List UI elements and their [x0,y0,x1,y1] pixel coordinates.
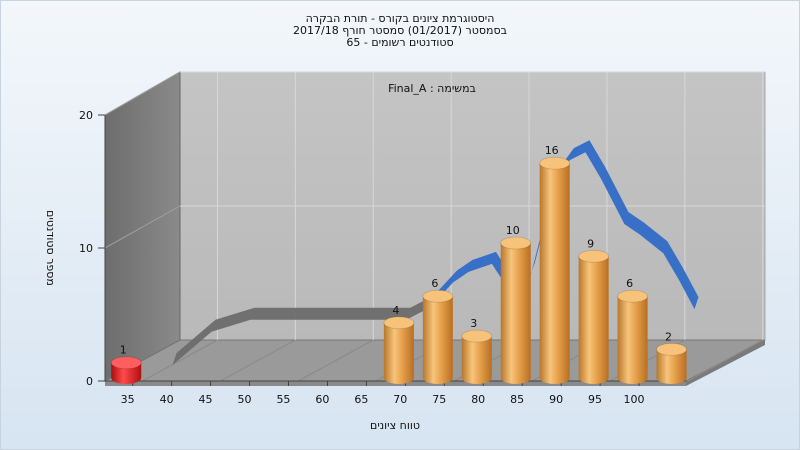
x-tick-label: 60 [315,393,329,406]
x-tick-label: 55 [276,393,290,406]
bar-top [578,249,610,263]
floor-depth-line [687,339,763,382]
y-tick-label: 20 [79,109,93,122]
x-tick-label: 90 [549,393,563,406]
bar-body [383,322,414,384]
bar [578,249,610,384]
left-wall-gridline [104,205,181,249]
x-tick-label: 65 [354,393,368,406]
bar-value-label: 1 [120,344,127,357]
bar-top [461,329,493,343]
x-tick-label: 40 [160,393,174,406]
bar-top [539,156,571,170]
right-edge [686,340,765,386]
bar-body [422,296,453,384]
floor-depth-line [298,339,374,382]
chart-title-line-1: היסטוגרמת ציונים בקורס - תורת הבקרה [305,12,495,25]
bar [461,329,493,384]
bar-top [500,236,532,250]
x-tick-label: 85 [510,393,524,406]
floor-depth-line [220,339,296,382]
bar [617,289,648,384]
bar [422,289,454,384]
x-tick-label: 75 [432,393,446,406]
chart-subtitle: Final_A : במשימה [388,82,476,95]
trend-ribbon-gray [172,295,434,365]
bar-value-label: 16 [545,144,559,157]
floor-depth-line [142,339,218,382]
bar-top [656,342,687,356]
bar-value-label: 6 [626,277,633,290]
trend-ribbon-blue [429,140,699,310]
trend-ribbon [172,140,699,365]
y-axis-label: מספר סטודנטים [44,210,57,286]
bar-top [617,289,648,303]
bar-top [383,316,415,330]
bar-body [500,243,531,384]
bar [500,236,532,384]
y-tick-label: 10 [79,242,93,255]
left-wall-gridline [104,71,181,116]
bars [110,156,687,384]
bar-value-label: 3 [470,317,477,330]
bar-body [539,163,570,384]
x-tick-label: 100 [623,393,644,406]
bar-value-label: 10 [506,224,520,237]
bar-body [578,256,609,384]
x-tick-label: 35 [121,393,135,406]
chart-title-line-2: בסמסטר (01/2017) סמסטר חורף 2017/18 [293,24,507,37]
x-axis-label: טווח ציונים [370,419,420,432]
bar-body [656,349,687,384]
bar-top [110,356,142,370]
labels: 0 10 20 35 40 45 50 55 60 65 70 75 80 85 90 95 100 1 4 6 3 10… [79,109,672,406]
chart-title-line-3: סטודנטים רשומים - 65 [346,36,454,49]
bar-body [111,362,142,384]
bar [110,356,142,384]
bar [656,342,687,384]
bar-value-label: 2 [665,330,672,343]
bar [383,316,415,384]
x-tick-label: 45 [199,393,213,406]
bar-body [617,296,648,384]
x-tick-label: 95 [588,393,602,406]
bar-value-label: 4 [392,304,399,317]
x-tick-label: 80 [471,393,485,406]
bar-value-label: 9 [587,237,594,250]
bar-body [461,336,492,384]
bar-top [422,289,454,303]
x-tick-label: 70 [393,393,407,406]
y-tick-label: 0 [86,375,93,388]
x-tick-label: 50 [237,393,251,406]
bar [539,156,571,384]
bar-value-label: 6 [431,277,438,290]
